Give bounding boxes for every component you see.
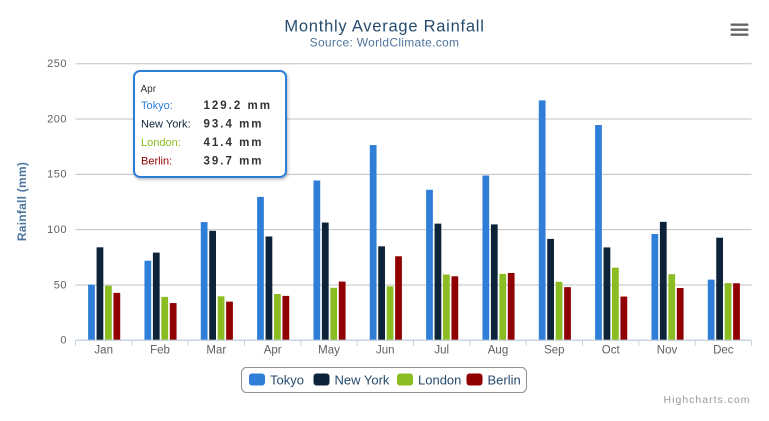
svg-text:93.4 mm: 93.4 mm <box>204 119 264 131</box>
svg-text:Aug: Aug <box>488 345 508 357</box>
svg-text:Nov: Nov <box>657 345 678 357</box>
svg-text:Mar: Mar <box>206 345 226 357</box>
svg-text:250: 250 <box>47 58 67 70</box>
svg-text:Apr: Apr <box>264 345 282 357</box>
svg-text:Apr: Apr <box>141 84 157 95</box>
svg-text:50: 50 <box>54 279 67 291</box>
svg-text:Sep: Sep <box>544 345 564 357</box>
svg-text:Source: WorldClimate.com: Source: WorldClimate.com <box>310 36 460 50</box>
svg-text:New York:: New York: <box>141 119 191 131</box>
svg-text:Berlin:: Berlin: <box>141 156 172 168</box>
svg-text:Jan: Jan <box>94 345 113 357</box>
svg-text:May: May <box>318 345 340 357</box>
svg-text:150: 150 <box>47 169 67 181</box>
svg-text:0: 0 <box>60 335 67 347</box>
svg-text:Tokyo:: Tokyo: <box>141 100 173 112</box>
svg-text:Highcharts.com: Highcharts.com <box>664 394 751 406</box>
svg-text:Dec: Dec <box>713 345 734 357</box>
svg-text:London: London <box>418 373 461 388</box>
svg-text:41.4 mm: 41.4 mm <box>204 137 264 149</box>
svg-text:Jun: Jun <box>376 345 395 357</box>
svg-text:39.7 mm: 39.7 mm <box>204 156 264 168</box>
svg-text:100: 100 <box>47 224 67 236</box>
svg-text:Rainfall (mm): Rainfall (mm) <box>15 162 29 241</box>
svg-text:Oct: Oct <box>602 345 621 357</box>
svg-text:London:: London: <box>141 137 181 149</box>
svg-text:Feb: Feb <box>150 345 170 357</box>
svg-text:200: 200 <box>47 113 67 125</box>
svg-text:Tokyo: Tokyo <box>270 373 304 388</box>
svg-text:129.2 mm: 129.2 mm <box>204 100 272 112</box>
svg-text:New York: New York <box>335 373 390 388</box>
svg-text:Monthly Average Rainfall: Monthly Average Rainfall <box>284 18 484 36</box>
svg-text:Berlin: Berlin <box>488 373 521 388</box>
svg-text:Jul: Jul <box>434 345 449 357</box>
